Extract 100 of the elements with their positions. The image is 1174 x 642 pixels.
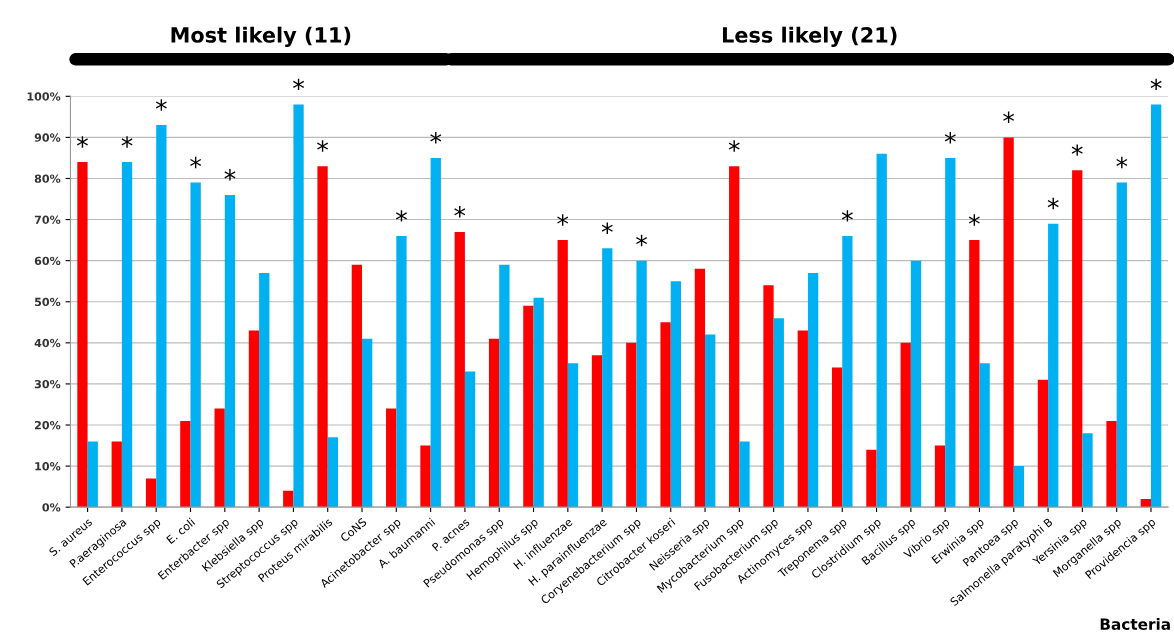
bar <box>831 367 843 508</box>
bar <box>979 363 990 508</box>
bar <box>763 285 774 508</box>
y-tick-label: 10% <box>35 462 61 471</box>
bar <box>145 478 157 508</box>
annotation: * <box>944 132 956 144</box>
annotation: * <box>121 136 133 148</box>
bar <box>454 231 465 508</box>
bar <box>190 182 201 508</box>
annotation: * <box>454 206 466 218</box>
bar <box>842 236 853 508</box>
bar <box>1116 182 1127 508</box>
annotation: * <box>636 234 648 247</box>
bar <box>591 355 603 508</box>
bar <box>1140 498 1151 508</box>
bar <box>807 272 819 508</box>
bar <box>121 162 133 508</box>
y-tick-label: 70% <box>34 215 61 224</box>
bar <box>945 157 956 508</box>
y-tick-label: 90% <box>34 133 61 142</box>
y-tick-label: 20% <box>35 420 61 430</box>
bar <box>636 260 647 508</box>
bar <box>934 445 946 508</box>
bar <box>660 322 671 508</box>
bar <box>523 305 534 508</box>
bar <box>557 240 568 508</box>
annotation: * <box>728 140 740 152</box>
y-tick-label: 50% <box>34 297 61 307</box>
bar <box>1013 466 1025 508</box>
bar <box>1003 137 1014 508</box>
bar <box>969 240 980 508</box>
bar <box>910 260 922 508</box>
bar <box>180 420 191 508</box>
bar <box>1072 170 1083 508</box>
y-tick-label: 100% <box>27 92 61 101</box>
bar <box>694 268 706 508</box>
annotation: * <box>1047 197 1059 210</box>
y-tick-label: 40% <box>34 338 61 348</box>
annotation: * <box>317 140 329 152</box>
annotation: * <box>1116 156 1128 169</box>
y-tick-label: 30% <box>34 379 61 389</box>
bar <box>626 342 637 508</box>
annotation: * <box>224 169 236 181</box>
bar <box>351 264 363 508</box>
text: Most likely (11) <box>171 26 351 47</box>
bar <box>488 338 500 508</box>
annotation: * <box>1071 144 1083 156</box>
bar <box>866 449 877 508</box>
annotation: * <box>601 222 613 234</box>
bar <box>77 162 88 508</box>
bar <box>396 236 407 508</box>
bar <box>499 264 510 508</box>
bar <box>111 441 122 508</box>
bar <box>1048 223 1059 508</box>
bar <box>739 441 750 508</box>
annotation: * <box>76 136 88 148</box>
bar <box>259 272 270 508</box>
bar <box>705 334 716 508</box>
annotation: * <box>395 210 407 222</box>
bar <box>156 125 167 508</box>
bar <box>293 104 304 508</box>
annotation: * <box>841 210 853 222</box>
bar <box>773 318 784 508</box>
bar <box>729 166 740 508</box>
bar <box>900 342 911 508</box>
bar <box>317 166 328 508</box>
bar <box>602 248 613 508</box>
bar <box>420 445 431 508</box>
annotation: * <box>190 156 202 169</box>
bar <box>1150 104 1162 508</box>
bar <box>797 330 808 508</box>
annotation: * <box>557 214 569 226</box>
annotation: * <box>155 99 167 111</box>
bar <box>1082 433 1093 508</box>
bar <box>87 441 98 508</box>
bar <box>1037 379 1049 508</box>
bar <box>430 157 441 508</box>
bar <box>214 408 225 508</box>
text: Less likely (21) <box>722 26 897 47</box>
y-tick-label: 60% <box>34 256 61 266</box>
annotation: * <box>1003 111 1015 123</box>
annotation: * <box>293 78 305 91</box>
bar <box>283 490 294 508</box>
y-tick-label: 80% <box>34 174 61 183</box>
annotation: * <box>1150 78 1162 91</box>
bar <box>533 297 544 508</box>
bar <box>1106 420 1117 508</box>
bar <box>327 437 338 508</box>
bar <box>876 153 887 508</box>
annotation: * <box>430 132 442 144</box>
bar <box>224 194 236 508</box>
bar <box>567 363 579 508</box>
bar <box>670 281 682 508</box>
bar <box>362 338 373 508</box>
bar <box>248 330 260 508</box>
x-axis-title: Bacteria <box>1100 618 1170 630</box>
y-tick-label: 0% <box>42 503 61 512</box>
bar <box>386 408 397 508</box>
bar <box>464 371 476 508</box>
annotation: * <box>968 214 980 226</box>
